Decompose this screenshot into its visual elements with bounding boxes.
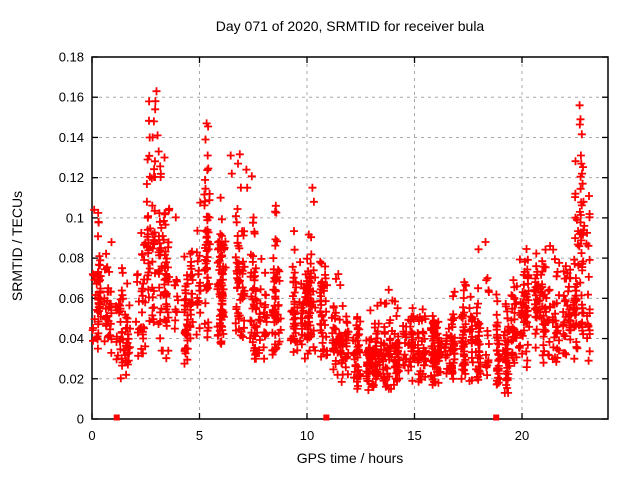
chart-title: Day 071 of 2020, SRMTID for receiver bul… [215, 18, 485, 34]
y-tick-label: 0.14 [59, 130, 84, 145]
x-tick-label: 5 [196, 428, 203, 443]
y-tick-label: 0.1 [66, 210, 84, 225]
baseline-marker [113, 414, 120, 421]
y-tick-label: 0.02 [59, 371, 84, 386]
y-tick-label: 0.18 [59, 50, 84, 65]
y-tick-label: 0.08 [59, 251, 84, 266]
scatter-points [88, 87, 594, 397]
x-tick-label: 15 [407, 428, 421, 443]
y-tick-label: 0.12 [59, 170, 84, 185]
x-tick-label: 10 [300, 428, 314, 443]
baseline-marker [493, 414, 500, 421]
x-tick-label: 20 [515, 428, 529, 443]
y-tick-label: 0.04 [59, 331, 84, 346]
x-tick-label: 0 [88, 428, 95, 443]
y-axis-label: SRMTID / TECUs [9, 190, 25, 302]
y-tick-label: 0 [77, 412, 84, 427]
x-axis-label: GPS time / hours [296, 450, 404, 466]
y-tick-label: 0.06 [59, 291, 84, 306]
plot-border [91, 56, 609, 420]
baseline-marker [323, 414, 330, 421]
y-tick-label: 0.16 [59, 90, 84, 105]
